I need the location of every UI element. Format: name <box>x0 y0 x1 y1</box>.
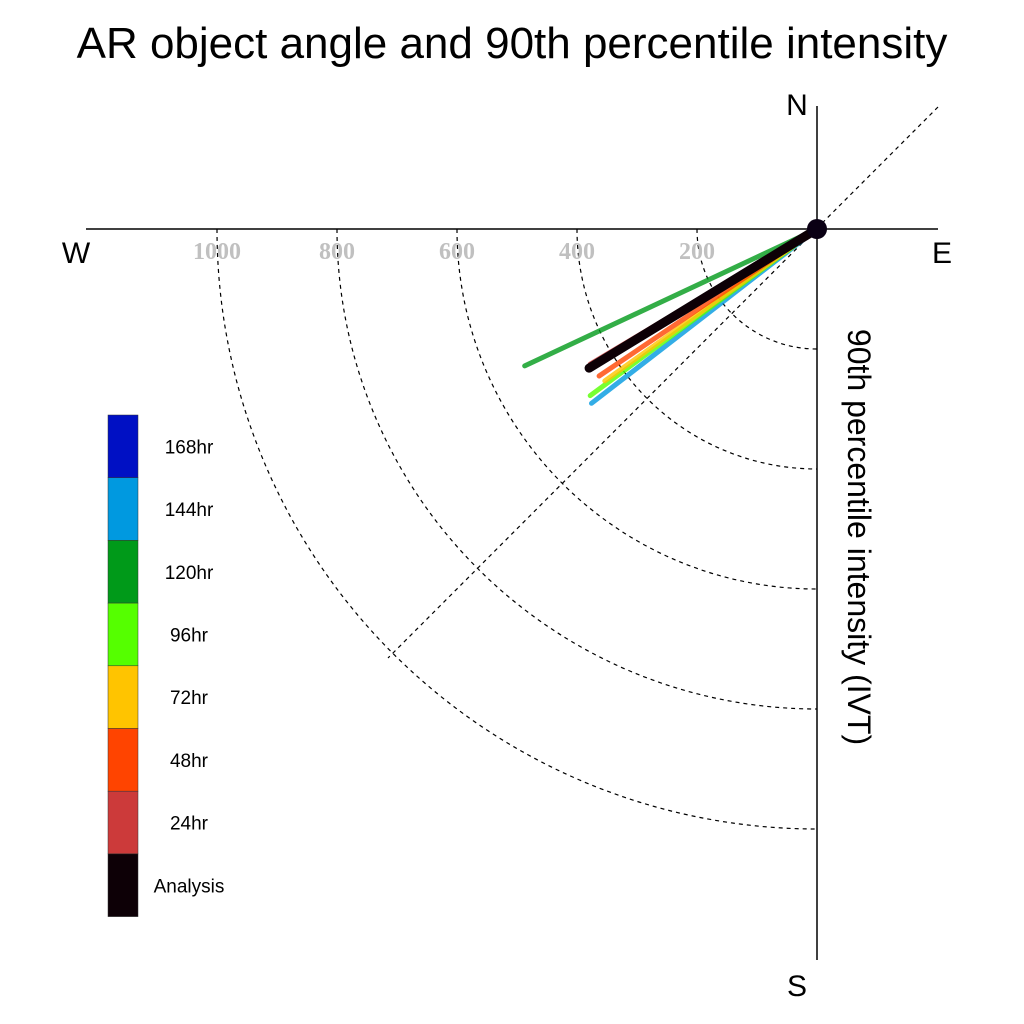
legend-label-144hr: 144hr <box>165 500 214 521</box>
legend-swatch-168hr <box>107 414 139 478</box>
legend-swatch-48hr <box>107 728 139 792</box>
legend-label-96hr: 96hr <box>170 626 209 647</box>
compass-south: S <box>787 970 807 1003</box>
legend-swatch-24hr <box>107 790 139 855</box>
radial-tick-label-800: 800 <box>319 239 355 265</box>
vector-120hr <box>522 226 820 369</box>
origin-marker <box>807 219 827 239</box>
radial-tick-labels: 200 400 600 800 1000 <box>193 239 715 265</box>
legend-swatch-120hr <box>107 540 139 604</box>
compass-north: N <box>786 89 808 122</box>
radial-axis-label: 90th percentile intensity (IVT) <box>841 329 877 745</box>
radial-ring-400 <box>576 228 818 470</box>
legend-label-24hr: 24hr <box>170 814 209 835</box>
legend-label-analysis: Analysis <box>154 876 225 897</box>
diagonal-reference-line <box>387 106 939 659</box>
legend: 168hr 144hr 120hr 96hr 72hr 48hr 24hr Analysis <box>107 414 225 917</box>
legend-swatch-144hr <box>107 477 139 541</box>
radial-tick-label-600: 600 <box>439 239 475 265</box>
compass-west: W <box>62 237 91 270</box>
radial-tick-label-1000: 1000 <box>193 239 241 265</box>
radial-tick-label-400: 400 <box>559 239 595 265</box>
legend-label-48hr: 48hr <box>170 751 209 772</box>
radial-tick-label-200: 200 <box>679 239 715 265</box>
legend-swatch-72hr <box>107 665 139 729</box>
radial-ring-200 <box>696 228 818 350</box>
chart-title: AR object angle and 90th percentile inte… <box>77 19 948 68</box>
legend-swatch-96hr <box>107 602 139 667</box>
legend-swatch-analysis <box>107 853 139 917</box>
legend-label-120hr: 120hr <box>165 563 214 584</box>
legend-label-168hr: 168hr <box>165 437 214 458</box>
legend-label-72hr: 72hr <box>170 688 209 709</box>
compass-east: E <box>932 237 952 270</box>
vector-series <box>522 224 822 406</box>
vector-analysis <box>584 224 822 373</box>
